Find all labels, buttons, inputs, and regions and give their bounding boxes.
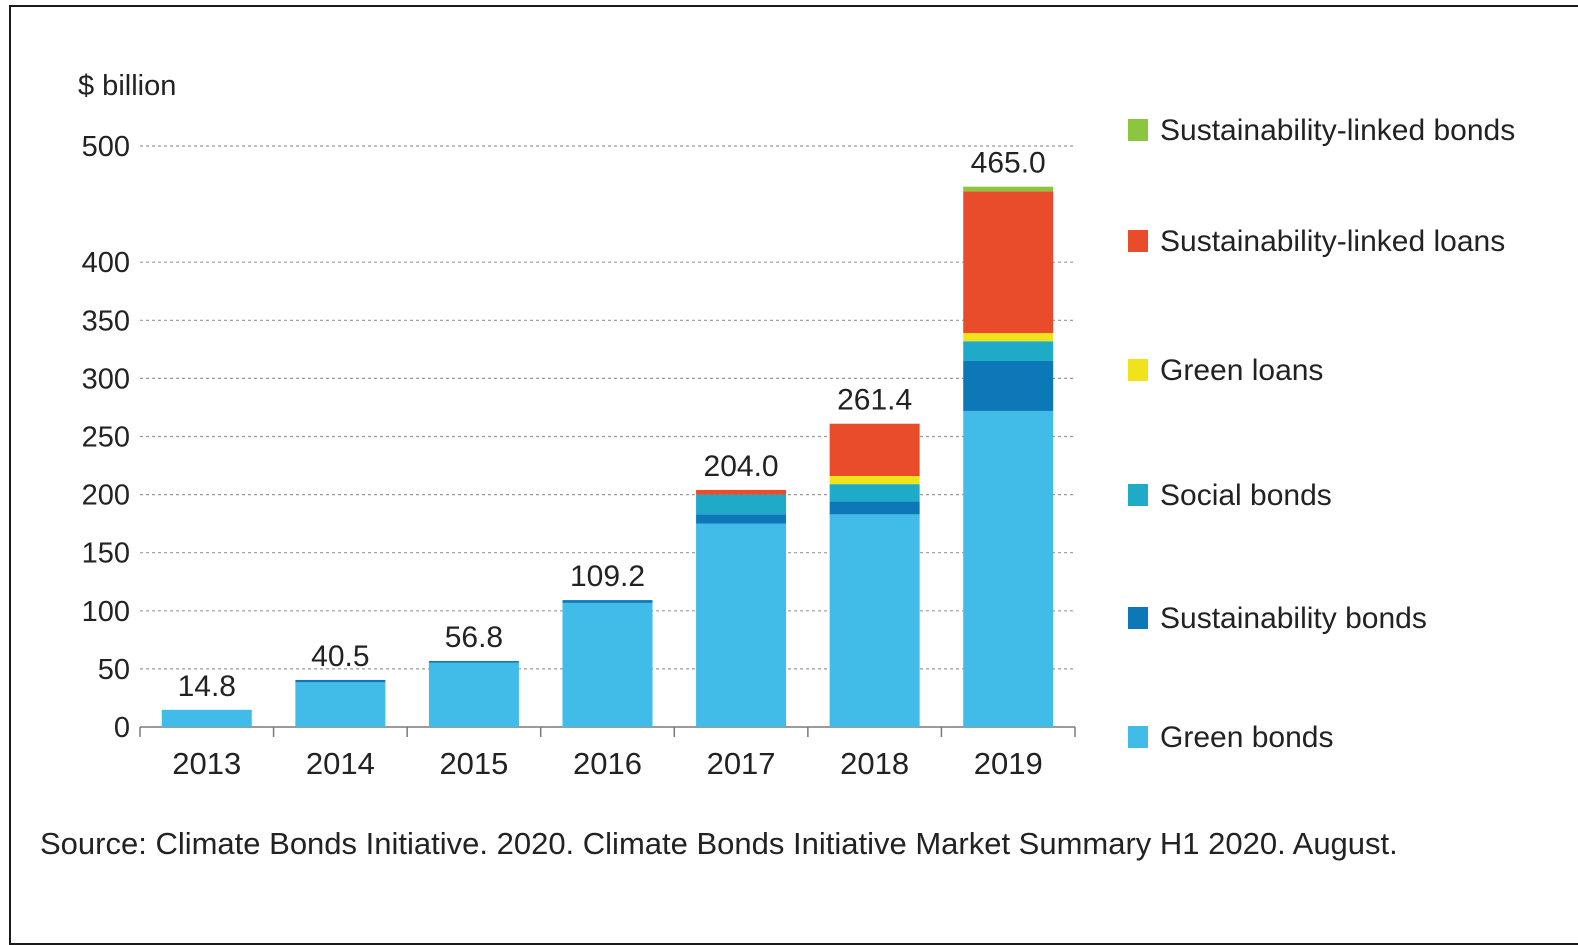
y-tick-label: 150 [82, 538, 130, 570]
bar-segment [696, 489, 787, 495]
bar-segment [829, 476, 920, 485]
data-labels: 14.8 40.5 56.8 109.2 204.0 261.4 465.0 [178, 147, 1046, 703]
legend-label: Sustainability bonds [1160, 602, 1427, 635]
stacked-bar-chart: 0 50 100 150 200 250 300 350 400 500 $ billion 2013… [78, 70, 1515, 781]
bar-segment [963, 341, 1054, 361]
bar-segment [963, 333, 1054, 342]
x-tick-label: 2017 [707, 746, 776, 781]
y-tick-label: 400 [82, 247, 130, 279]
legend-swatch [1128, 119, 1148, 141]
legend-label: Green bonds [1160, 721, 1333, 754]
bar-total-label: 465.0 [971, 147, 1046, 180]
bar-segment [963, 191, 1054, 334]
bar-segment [295, 679, 386, 683]
bar-total-label: 14.8 [178, 670, 236, 703]
x-tick-label: 2019 [974, 746, 1043, 781]
bar-segment [428, 660, 519, 663]
bar-segment [562, 600, 653, 603]
bar-segment [963, 410, 1054, 727]
bar-segment [562, 602, 653, 727]
x-tick-label: 2013 [172, 746, 241, 781]
y-tick-label: 200 [82, 480, 130, 512]
x-tick-label: 2015 [439, 746, 508, 781]
legend-swatch [1128, 607, 1148, 629]
y-tick-label: 300 [82, 363, 130, 395]
legend-swatch [1128, 359, 1148, 381]
bar-total-label: 40.5 [311, 640, 369, 673]
x-tick-label: 2016 [573, 746, 642, 781]
y-axis-unit-label: $ billion [78, 70, 176, 102]
y-tick-label: 350 [82, 305, 130, 337]
bars [161, 186, 1054, 727]
bar-segment [829, 501, 920, 515]
y-tick-label: 250 [82, 422, 130, 454]
bar-total-label: 261.4 [837, 384, 912, 417]
y-tick-label: 500 [82, 131, 130, 163]
legend-swatch [1128, 726, 1148, 748]
legend-label: Sustainability-linked bonds [1160, 114, 1515, 147]
bar-segment [161, 709, 252, 727]
y-tick-label: 0 [114, 712, 130, 744]
legend-label: Social bonds [1160, 479, 1332, 512]
x-tick-label: 2018 [840, 746, 909, 781]
bar-segment [829, 514, 920, 727]
bar-segment [696, 494, 787, 515]
source-note: Source: Climate Bonds Initiative. 2020. … [40, 826, 1398, 861]
legend: Sustainability-linked bonds Sustainabilit… [1128, 114, 1515, 754]
bar-total-label: 109.2 [570, 560, 645, 593]
bar-segment [829, 423, 920, 477]
legend-swatch [1128, 484, 1148, 506]
bar-segment [696, 514, 787, 524]
bar-segment [696, 523, 787, 727]
y-tick-label: 50 [98, 654, 130, 686]
bar-segment [829, 484, 920, 502]
legend-swatch [1128, 230, 1148, 252]
legend-label: Sustainability-linked loans [1160, 225, 1505, 258]
bar-segment [963, 186, 1054, 192]
legend-label: Green loans [1160, 354, 1323, 387]
bar-total-label: 204.0 [704, 450, 779, 483]
bar-segment [295, 682, 386, 727]
x-tick-label: 2014 [306, 746, 375, 781]
bar-segment [428, 662, 519, 727]
bar-total-label: 56.8 [445, 621, 503, 654]
axes: 0 50 100 150 200 250 300 350 400 500 $ billion 2013… [78, 70, 1076, 781]
bar-segment [963, 360, 1054, 411]
y-tick-label: 100 [82, 596, 130, 628]
